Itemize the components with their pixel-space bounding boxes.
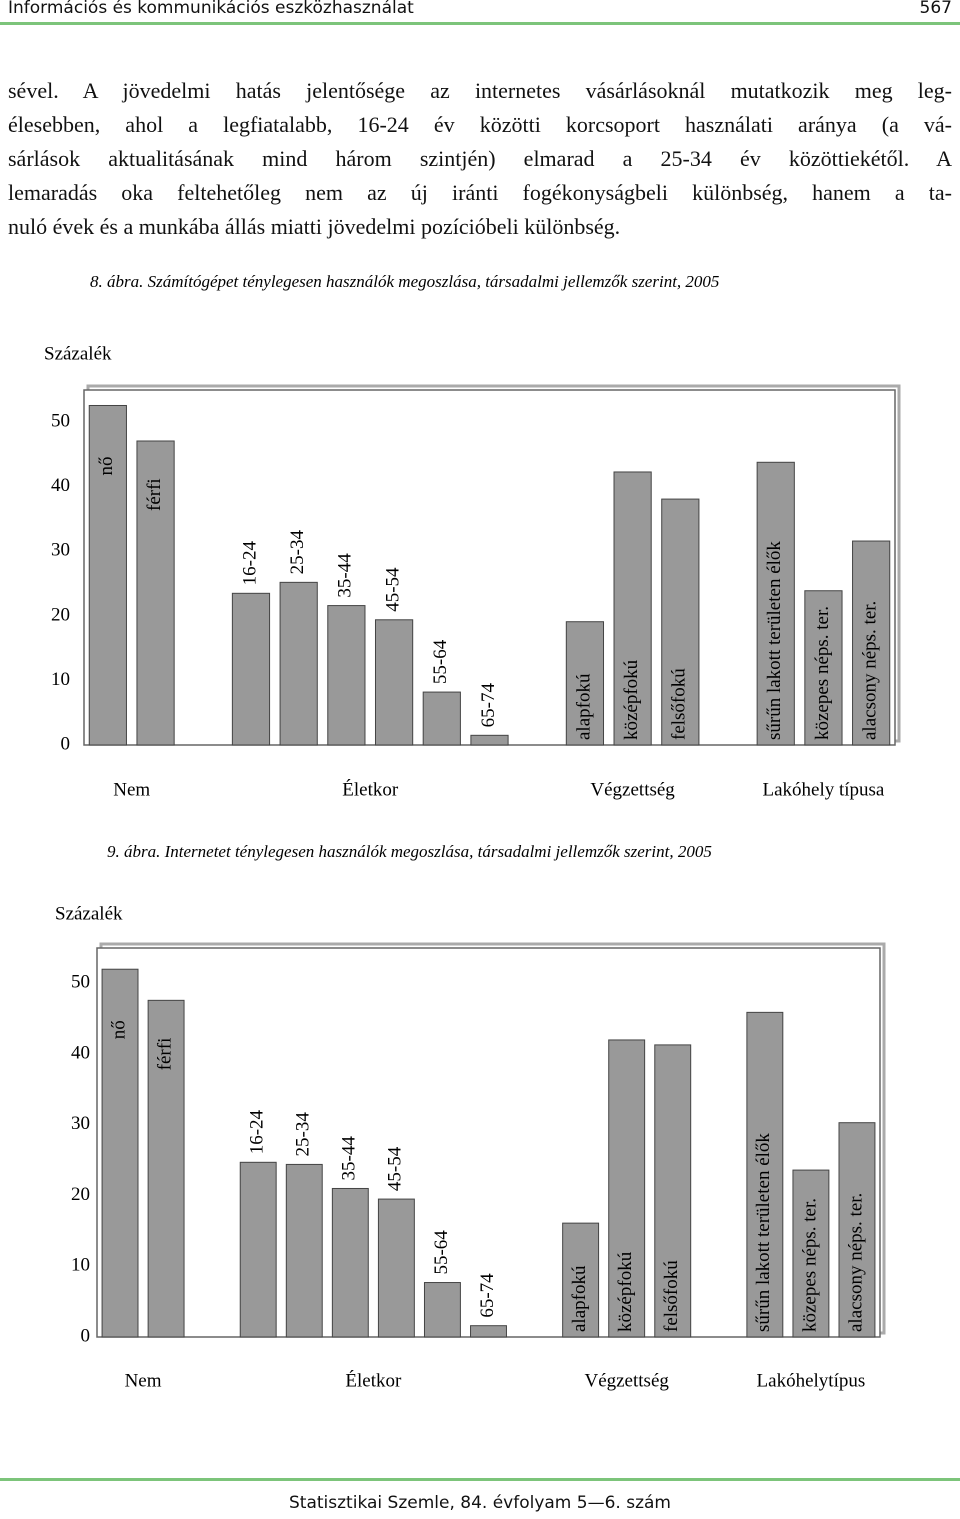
- bar: [792, 1169, 830, 1338]
- bar: [804, 590, 843, 746]
- bar: [231, 592, 271, 746]
- y-tick-label: 50: [71, 972, 90, 993]
- bar: [746, 1011, 784, 1338]
- bar: [285, 1163, 323, 1338]
- bar: [422, 691, 461, 746]
- bar-label: középfokú: [615, 1251, 636, 1332]
- text-line: nuló évek és a munkába állás miatti jöve…: [8, 214, 621, 239]
- bar-label: 55-64: [431, 1230, 452, 1275]
- group-label: Életkor: [342, 778, 399, 800]
- text-line: élesebben, ahol a legfiatalabb, 16-24 év…: [8, 112, 952, 137]
- y-tick-label: 20: [51, 604, 70, 625]
- y-axis-label: Százalék: [55, 903, 123, 924]
- bar-label: alacsony néps. ter.: [845, 1193, 866, 1332]
- page-number: 567: [919, 0, 952, 18]
- group-label: Lakóhely típusa: [762, 779, 884, 800]
- bar-label: 45-54: [382, 567, 403, 612]
- bar: [852, 540, 891, 746]
- bar: [239, 1161, 277, 1338]
- bar: [470, 1325, 507, 1338]
- bar: [654, 1044, 692, 1338]
- bar-label: közepes néps. ter.: [799, 1198, 820, 1332]
- y-tick-label: 0: [61, 733, 71, 754]
- bar-label: közepes néps. ter.: [812, 606, 833, 740]
- bar: [756, 461, 795, 746]
- y-tick-label: 20: [71, 1184, 90, 1205]
- bar-label: 25-34: [287, 530, 308, 575]
- bar-label: 65-74: [477, 1273, 498, 1318]
- bar-label: 45-54: [385, 1146, 406, 1191]
- bar-label: nő: [108, 1020, 129, 1039]
- footer: Statisztikai Szemle, 84. évfolyam 5—6. s…: [0, 1478, 960, 1513]
- bar-label: sűrűn lakott területen élők: [764, 541, 785, 740]
- y-tick-label: 30: [51, 540, 70, 561]
- bar: [147, 999, 185, 1338]
- bar-label: 55-64: [430, 639, 451, 684]
- bar-label: 65-74: [478, 682, 499, 727]
- bar-label: 35-44: [335, 553, 356, 598]
- bar: [613, 471, 652, 746]
- group-label: Nem: [113, 779, 150, 800]
- bar: [423, 1282, 461, 1338]
- y-axis-label: Százalék: [44, 343, 112, 364]
- chart-title: 9. ábra. Internetet ténylegesen használó…: [107, 842, 712, 861]
- bar: [88, 404, 127, 746]
- bar-label: férfi: [144, 478, 165, 511]
- y-tick-label: 40: [51, 475, 70, 496]
- bar-label: alapfokú: [569, 1265, 590, 1332]
- bar-label: 25-34: [293, 1112, 314, 1157]
- bar-label: 35-44: [339, 1136, 360, 1181]
- bar: [279, 581, 318, 746]
- y-tick-label: 50: [51, 411, 70, 432]
- bar-label: középfokú: [621, 659, 642, 740]
- bar: [377, 1198, 415, 1338]
- bar-label: alapfokú: [573, 673, 594, 740]
- bar: [562, 1222, 600, 1338]
- bar-label: nő: [96, 456, 117, 475]
- header-title: Információs és kommunikációs eszközhaszn…: [8, 0, 414, 18]
- chart-title: 8. ábra. Számítógépet ténylegesen haszná…: [90, 272, 719, 291]
- bar: [374, 619, 414, 746]
- bar: [838, 1122, 876, 1338]
- bar: [470, 734, 509, 746]
- y-tick-label: 0: [81, 1325, 91, 1346]
- bar-label: felsőfokú: [661, 1260, 682, 1332]
- bar: [331, 1187, 369, 1338]
- bar-label: felsőfokú: [669, 668, 690, 740]
- group-label: Végzettség: [590, 779, 675, 800]
- bar-label: férfi: [154, 1038, 175, 1071]
- bar: [327, 605, 366, 746]
- y-tick-label: 30: [71, 1113, 90, 1134]
- group-label: Életkor: [345, 1369, 402, 1391]
- bar: [565, 621, 605, 746]
- group-label: Nem: [125, 1370, 162, 1391]
- bar-label: 16-24: [247, 1109, 268, 1154]
- bar-label: sűrűn lakott területen élők: [753, 1133, 774, 1332]
- bar-label: alacsony néps. ter.: [860, 601, 881, 740]
- text-line: lemaradás oka feltehetőleg nem az új irá…: [8, 180, 952, 205]
- bar: [608, 1039, 646, 1338]
- y-tick-label: 10: [51, 669, 70, 690]
- text-line: sével. A jövedelmi hatás jelentősége az …: [8, 78, 952, 103]
- group-label: Végzettség: [584, 1370, 669, 1391]
- bar: [661, 498, 700, 746]
- bar: [136, 440, 175, 746]
- y-tick-label: 10: [71, 1255, 90, 1276]
- bar-label: 16-24: [239, 540, 260, 585]
- y-tick-label: 40: [71, 1042, 90, 1063]
- text-line: sárlások aktualitásának mind három szint…: [8, 146, 952, 171]
- paragraph: sével. A jövedelmi hatás jelentősége az …: [8, 74, 952, 244]
- group-label: Lakóhelytípus: [757, 1370, 866, 1391]
- bar: [101, 968, 139, 1338]
- header: Információs és kommunikációs eszközhaszn…: [0, 0, 960, 25]
